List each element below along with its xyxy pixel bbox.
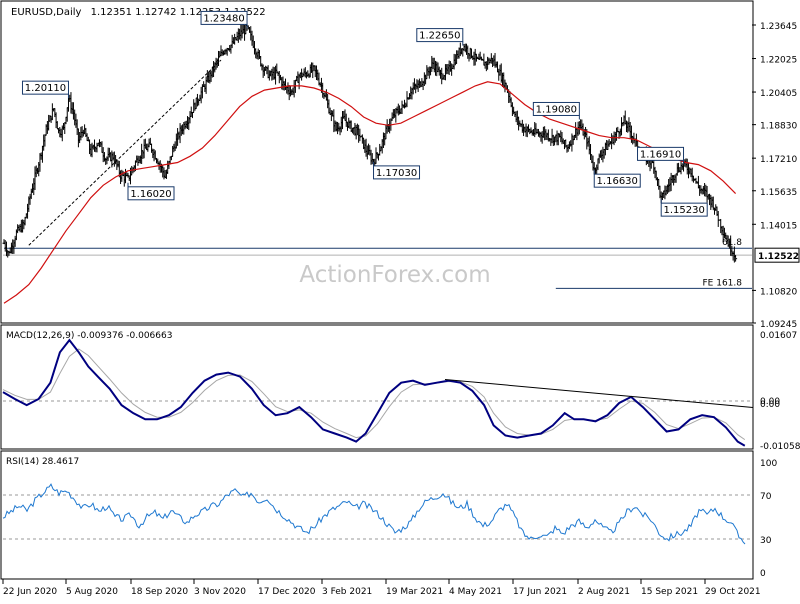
x-axis-tick-label: 18 Sep 2020 [131, 587, 188, 597]
watermark-text: ActionForex.com [299, 262, 490, 288]
x-axis-tick-label: 19 Mar 2021 [386, 587, 443, 597]
macd-axis-tick-label: 0.01607 [760, 331, 797, 341]
annotation-label: 1.16630 [597, 176, 638, 187]
rsi-axis-tick-label: 100 [760, 459, 777, 469]
macd-axis-tick-label: -0.010588 [760, 442, 800, 452]
x-axis-tick-label: 17 Dec 2020 [258, 587, 316, 597]
symbol-timeframe: EURUSD,Daily [11, 7, 82, 18]
macd-title: MACD(12,26,9) -0.009376 -0.006663 [6, 331, 172, 341]
annotation-label: 1.17030 [376, 168, 417, 179]
price-axis-tick-label: 1.17210 [760, 155, 797, 165]
price-axis-tick-label: 1.09245 [760, 320, 797, 330]
annotation-label: 1.15230 [664, 205, 705, 216]
annotation-label: 1.16910 [640, 149, 681, 160]
price-axis-tick-label: 1.10820 [760, 287, 797, 297]
level-line-label: FE 161.8 [703, 278, 743, 288]
annotation-label: 1.22650 [419, 31, 460, 42]
price-axis-tick-label: 1.22025 [760, 56, 797, 66]
x-axis-tick-label: 22 Jun 2020 [3, 587, 57, 597]
annotation-label: 1.23480 [203, 13, 244, 24]
rsi-axis-tick-label: 30 [760, 536, 772, 546]
annotation-label: 1.16020 [130, 189, 171, 200]
x-axis-tick-label: 15 Sep 2021 [641, 587, 698, 597]
current-price-label: 1.12522 [758, 252, 799, 262]
x-axis-tick-label: 17 Jun 2021 [513, 587, 567, 597]
price-axis-tick-label: 1.20405 [760, 89, 797, 99]
price-axis-tick-label: 1.18830 [760, 122, 797, 132]
price-axis-tick-label: 1.14015 [760, 221, 797, 231]
annotation-label: 1.19080 [536, 104, 577, 115]
x-axis-tick-label: 4 May 2021 [449, 587, 502, 597]
x-axis-tick-label: 29 Oct 2021 [705, 587, 761, 597]
rsi-axis-tick-label: 70 [760, 492, 772, 502]
rsi-title: RSI(14) 28.4617 [6, 457, 79, 467]
macd-axis-tick-label: 0.00 [760, 400, 780, 410]
x-axis-tick-label: 5 Aug 2020 [66, 587, 118, 597]
x-axis-tick-label: 2 Aug 2021 [578, 587, 630, 597]
annotation-label: 1.20110 [25, 83, 66, 94]
price-axis-tick-label: 1.15635 [760, 188, 797, 198]
price-axis-tick-label: 1.23645 [760, 22, 797, 32]
current-price-tag: 1.12522 [755, 248, 799, 262]
x-axis-tick-label: 3 Feb 2021 [322, 587, 372, 597]
rsi-axis-tick-label: 0 [760, 569, 766, 579]
x-axis-tick-label: 3 Nov 2020 [194, 587, 246, 597]
